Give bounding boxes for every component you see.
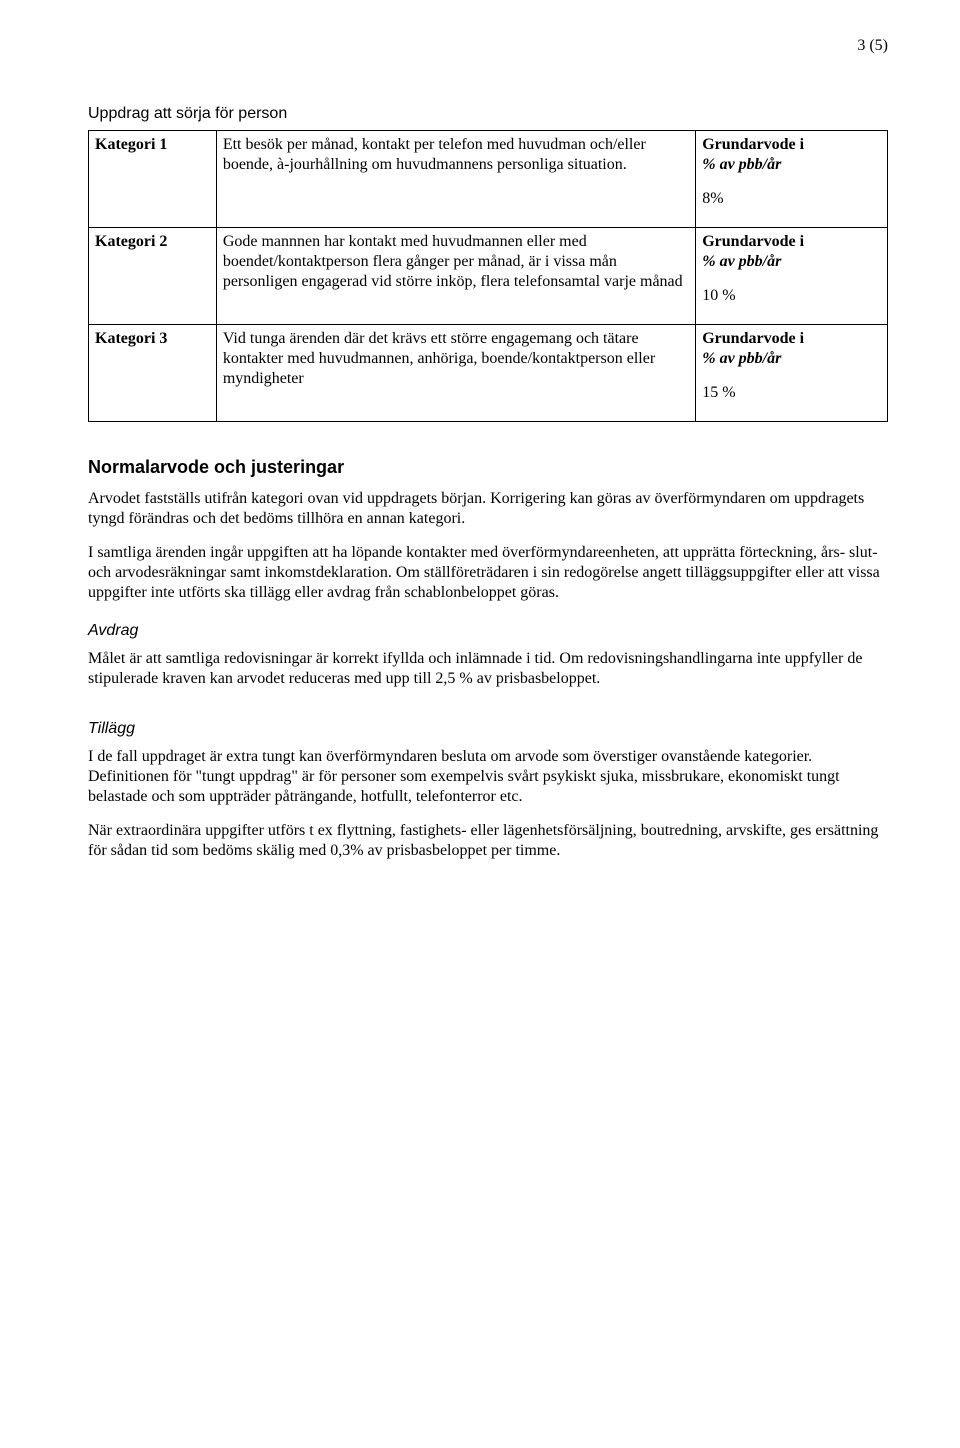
- rate-subheading: % av pbb/år: [702, 155, 881, 175]
- category-label: Kategori 3: [89, 325, 217, 422]
- heading-avdrag: Avdrag: [88, 621, 888, 641]
- category-desc: Gode mannnen har kontakt med huvudmannen…: [216, 228, 695, 325]
- category-label: Kategori 1: [89, 131, 217, 228]
- section-title: Uppdrag att sörja för person: [88, 104, 888, 124]
- body-paragraph: I samtliga ärenden ingår uppgiften att h…: [88, 543, 888, 603]
- rate-value: 10 %: [702, 286, 881, 306]
- table-row: Kategori 2 Gode mannnen har kontakt med …: [89, 228, 888, 325]
- rate-value: 15 %: [702, 383, 881, 403]
- category-rate: Grundarvode i % av pbb/år 10 %: [696, 228, 888, 325]
- rate-subheading: % av pbb/år: [702, 252, 881, 272]
- page-number: 3 (5): [88, 36, 888, 56]
- table-row: Kategori 3 Vid tunga ärenden där det krä…: [89, 325, 888, 422]
- rate-heading: Grundarvode i: [702, 135, 881, 155]
- heading-tillagg: Tillägg: [88, 719, 888, 739]
- rate-heading: Grundarvode i: [702, 232, 881, 252]
- category-desc: Ett besök per månad, kontakt per telefon…: [216, 131, 695, 228]
- rate-subheading: % av pbb/år: [702, 349, 881, 369]
- category-rate: Grundarvode i % av pbb/år 15 %: [696, 325, 888, 422]
- rate-heading: Grundarvode i: [702, 329, 881, 349]
- body-paragraph: Målet är att samtliga redovisningar är k…: [88, 649, 888, 689]
- body-paragraph: Arvodet fastställs utifrån kategori ovan…: [88, 489, 888, 529]
- category-rate: Grundarvode i % av pbb/år 8%: [696, 131, 888, 228]
- category-label: Kategori 2: [89, 228, 217, 325]
- category-desc: Vid tunga ärenden där det krävs ett stör…: [216, 325, 695, 422]
- table-row: Kategori 1 Ett besök per månad, kontakt …: [89, 131, 888, 228]
- body-paragraph: I de fall uppdraget är extra tungt kan ö…: [88, 747, 888, 807]
- category-table: Kategori 1 Ett besök per månad, kontakt …: [88, 130, 888, 422]
- heading-normalarvode: Normalarvode och justeringar: [88, 456, 888, 479]
- rate-value: 8%: [702, 189, 881, 209]
- body-paragraph: När extraordinära uppgifter utförs t ex …: [88, 821, 888, 861]
